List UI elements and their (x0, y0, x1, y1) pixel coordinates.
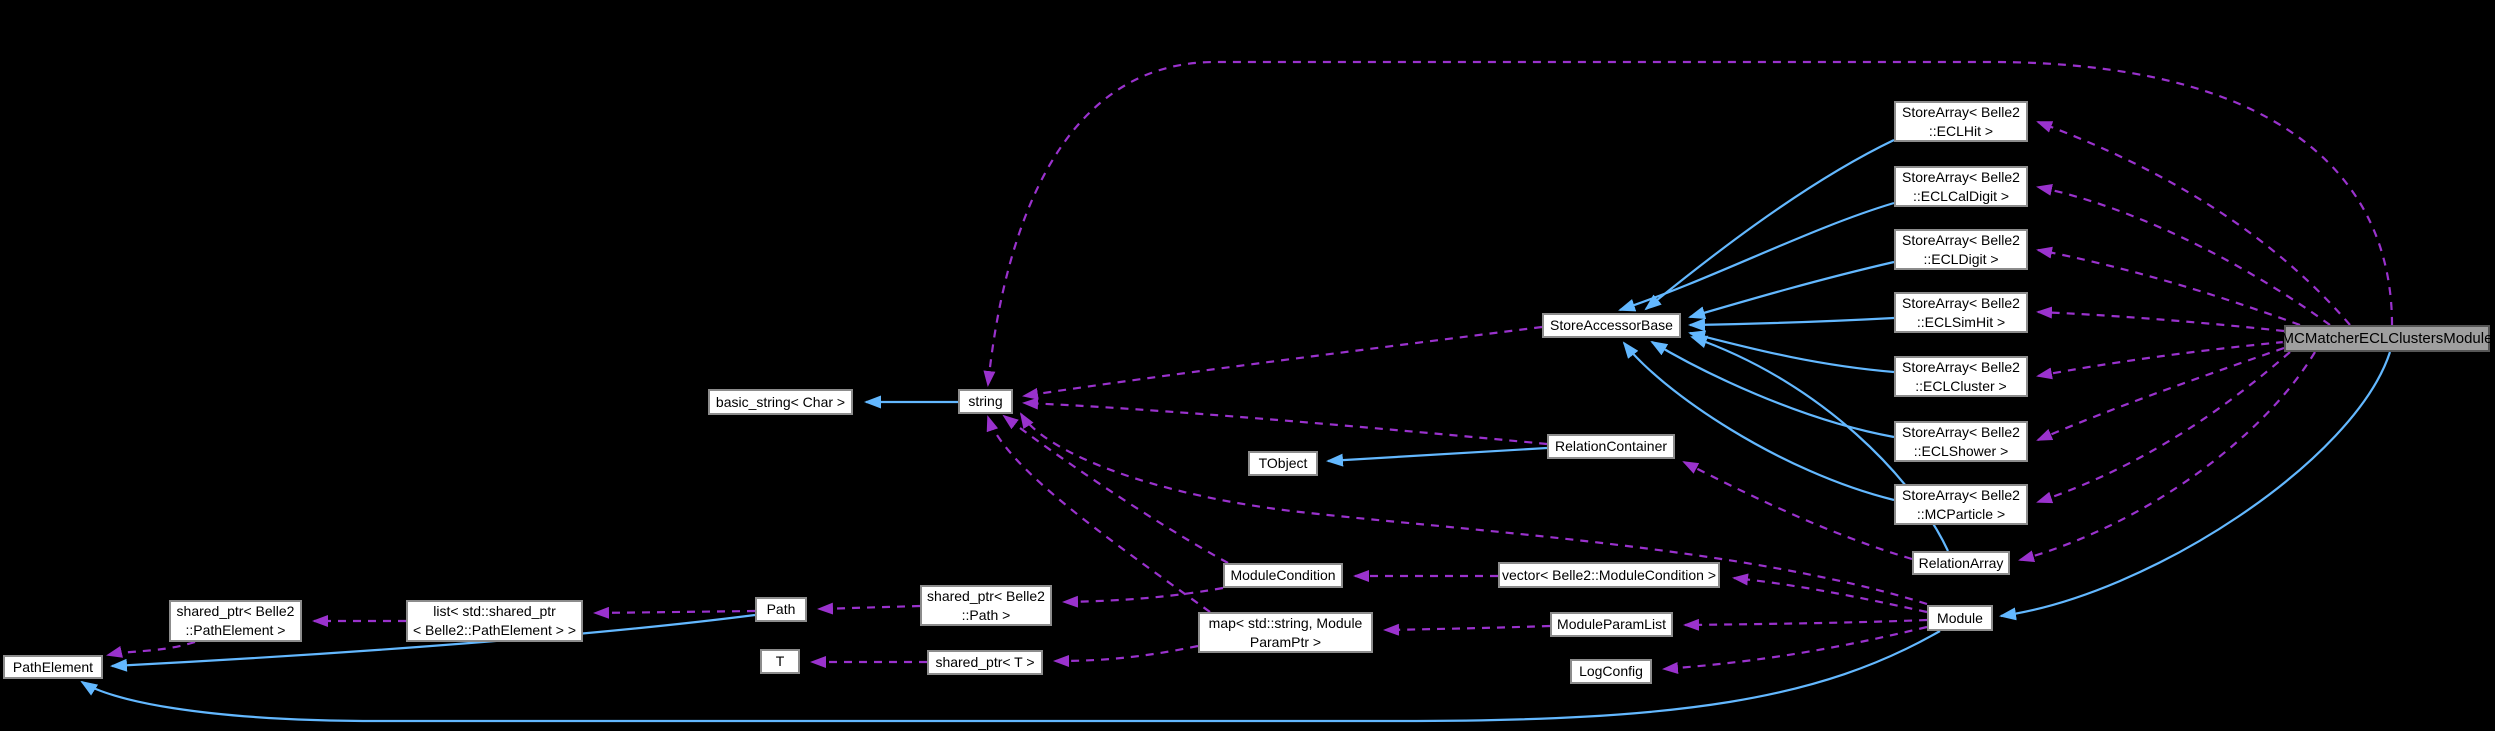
node-pathelement[interactable]: PathElement (3, 655, 103, 679)
edge-module-moduleparamlist (1683, 618, 1928, 631)
node-list-sharedptr-pathelement[interactable]: list< std::shared_ptr < Belle2::PathElem… (406, 600, 583, 642)
edge-path-pathelement (110, 613, 756, 672)
edge-eclcluster-storeaccessorbase (1688, 330, 1895, 374)
node-basic-string[interactable]: basic_string< Char > (708, 389, 853, 415)
edge-mcmatcher-mcparticle (2036, 351, 2291, 504)
node-sharedptr-pathelement[interactable]: shared_ptr< Belle2 ::PathElement > (169, 600, 302, 642)
node-sharedptr-path[interactable]: shared_ptr< Belle2 ::Path > (920, 585, 1052, 626)
edge-relationarray-relationcontainer (1682, 461, 1913, 561)
edge-mcmatcher-ecldigit (2036, 246, 2301, 327)
edge-module-pathelement (80, 630, 1941, 723)
node-storearray-ecldigit[interactable]: StoreArray< Belle2 ::ECLDigit > (1894, 229, 2028, 270)
edge-storeaccessorbase-string (1022, 325, 1543, 400)
edge-mcmatcher-relationarray (2018, 351, 2316, 563)
node-relationcontainer[interactable]: RelationContainer (1547, 434, 1675, 459)
edge-modulecondition-string (1002, 414, 1229, 564)
edge-mcmatcher-module (1999, 351, 2392, 621)
node-storearray-eclsimhit[interactable]: StoreArray< Belle2 ::ECLSimHit > (1894, 292, 2028, 333)
edge-relationcontainer-string (1022, 397, 1548, 446)
node-storearray-mcparticle[interactable]: StoreArray< Belle2 ::MCParticle > (1894, 484, 2028, 525)
node-t[interactable]: T (760, 649, 800, 674)
edge-mcmatcher-string (983, 60, 2394, 387)
edge-sharedptr_pathelement-pathelement (106, 640, 196, 658)
node-path[interactable]: Path (755, 597, 807, 622)
edge-mcparticle-storeaccessorbase (1622, 341, 1895, 502)
node-module[interactable]: Module (1927, 605, 1993, 631)
edge-mcmatcher-eclcluster (2036, 340, 2285, 380)
edge-mcmatcher-eclshower (2036, 346, 2285, 442)
edge-module-logconfig (1662, 625, 1928, 674)
edge-eclhit-storeaccessorbase (1644, 139, 1895, 311)
node-modulecondition[interactable]: ModuleCondition (1223, 563, 1343, 588)
edge-eclsimhit-storeaccessorbase (1688, 316, 1895, 332)
edge-eclcaldigit-storeaccessorbase (1618, 201, 1895, 312)
edge-map-string (986, 415, 1211, 613)
edge-modulecondition-sharedptr_path (1062, 586, 1224, 608)
edge-map-sharedptr_t (1053, 644, 1199, 667)
edge-relationcontainer-tobject (1326, 446, 1548, 467)
edge-moduleparamlist-map (1383, 623, 1551, 636)
node-logconfig[interactable]: LogConfig (1570, 659, 1652, 684)
edge-eclshower-storeaccessorbase (1650, 340, 1895, 439)
node-mcmatchereclclustersmodule[interactable]: MCMatcherECLClustersModule (2282, 325, 2492, 352)
node-storearray-eclshower[interactable]: StoreArray< Belle2 ::ECLShower > (1894, 421, 2028, 462)
edge-path-list (593, 606, 756, 619)
node-relationarray[interactable]: RelationArray (1912, 551, 2010, 575)
node-sharedptr-t[interactable]: shared_ptr< T > (927, 650, 1043, 675)
node-string[interactable]: string (958, 389, 1013, 414)
node-map-moduleparamptr[interactable]: map< std::string, Module ParamPtr > (1198, 612, 1373, 653)
node-storearray-eclhit[interactable]: StoreArray< Belle2 ::ECLHit > (1894, 101, 2028, 142)
node-storeaccessorbase[interactable]: StoreAccessorBase (1542, 313, 1681, 338)
node-vector-modulecondition[interactable]: vector< Belle2::ModuleCondition > (1498, 562, 1720, 588)
edge-module-vector (1732, 573, 1928, 614)
node-storearray-eclcluster[interactable]: StoreArray< Belle2 ::ECLCluster > (1894, 356, 2028, 397)
node-storearray-eclcaldigit[interactable]: StoreArray< Belle2 ::ECLCalDigit > (1894, 166, 2028, 207)
node-moduleparamlist[interactable]: ModuleParamList (1550, 612, 1673, 637)
edge-mcmatcher-eclcaldigit (2036, 183, 2331, 326)
edge-mcmatcher-eclhit (2036, 120, 2351, 326)
edge-sharedptr_path-path (817, 602, 921, 615)
edge-module-string (1019, 412, 1928, 606)
node-tobject[interactable]: TObject (1248, 451, 1318, 476)
edge-ecldigit-storeaccessorbase (1688, 260, 1895, 320)
edge-mcmatcher-eclsimhit (2036, 306, 2285, 333)
